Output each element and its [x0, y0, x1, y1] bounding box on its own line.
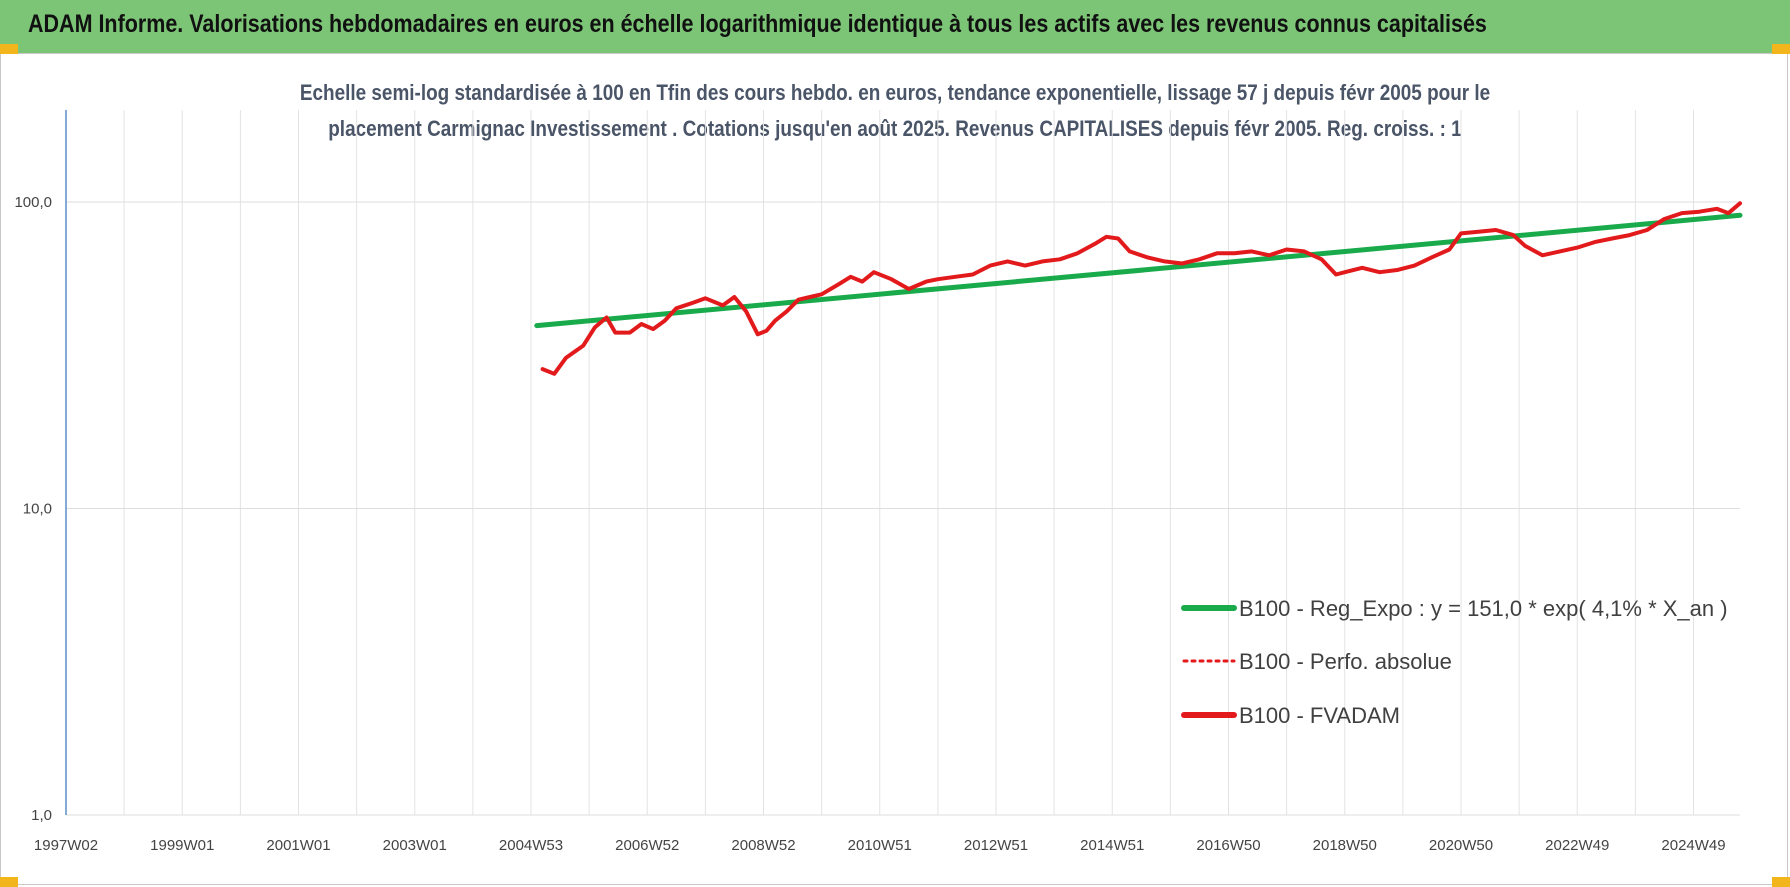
x-tick-label: 2020W50 — [1429, 837, 1493, 854]
series-layer — [534, 201, 1743, 376]
frame-corner-bottom-left — [0, 877, 18, 887]
header-title: ADAM Informe. Valorisations hebdomadaire… — [28, 10, 1487, 38]
legend: B100 - Reg_Expo : y = 151,0 * exp( 4,1% … — [1181, 596, 1728, 728]
legend-label-1: B100 - Perfo. absolue — [1239, 649, 1452, 674]
header-bar: ADAM Informe. Valorisations hebdomadaire… — [0, 0, 1790, 53]
chart-title-line-1: Echelle semi-log standardisée à 100 en T… — [299, 80, 1491, 105]
x-tick-label: 1997W02 — [34, 837, 98, 854]
legend-label-2: B100 - FVADAM — [1239, 703, 1400, 728]
x-tick-labels: 1997W02 1999W01 2001W01 2003W01 2004W53 2006W… — [34, 837, 1726, 854]
horizontal-gridlines — [66, 201, 1740, 816]
series-line-2 — [540, 201, 1742, 376]
x-tick-label: 2014W51 — [1080, 837, 1144, 854]
x-tick-label: 2018W50 — [1313, 837, 1377, 854]
frame-corner-top-left — [0, 44, 18, 54]
x-tick-label: 2016W50 — [1196, 837, 1260, 854]
x-tick-label: 2004W53 — [499, 837, 563, 854]
chart-frame — [0, 53, 1788, 885]
x-tick-label: 2024W49 — [1661, 837, 1725, 854]
x-tick-label: 2006W52 — [615, 837, 679, 854]
series-line-0 — [534, 212, 1743, 329]
x-tick-label: 2003W01 — [383, 837, 447, 854]
x-tick-label: 2001W01 — [266, 837, 330, 854]
x-tick-label: 1999W01 — [150, 837, 214, 854]
y-tick-label: 10,0 — [23, 501, 52, 518]
y-tick-labels: 1,0 10,0 100,0 — [14, 194, 52, 824]
x-tick-label: 2008W52 — [731, 837, 795, 854]
y-tick-label: 1,0 — [31, 807, 52, 824]
legend-label-0: B100 - Reg_Expo : y = 151,0 * exp( 4,1% … — [1239, 596, 1728, 621]
chart-title-line-2: placement Carmignac Investissement . Cot… — [328, 116, 1462, 141]
x-tick-label: 2022W49 — [1545, 837, 1609, 854]
frame-corner-bottom-right — [1772, 877, 1790, 887]
vertical-gridlines — [65, 110, 1694, 815]
y-tick-label: 100,0 — [14, 194, 52, 211]
x-tick-label: 2010W51 — [848, 837, 912, 854]
chart-title: Echelle semi-log standardisée à 100 en T… — [40, 75, 1750, 147]
x-tick-label: 2012W51 — [964, 837, 1028, 854]
frame-corner-top-right — [1772, 44, 1790, 54]
